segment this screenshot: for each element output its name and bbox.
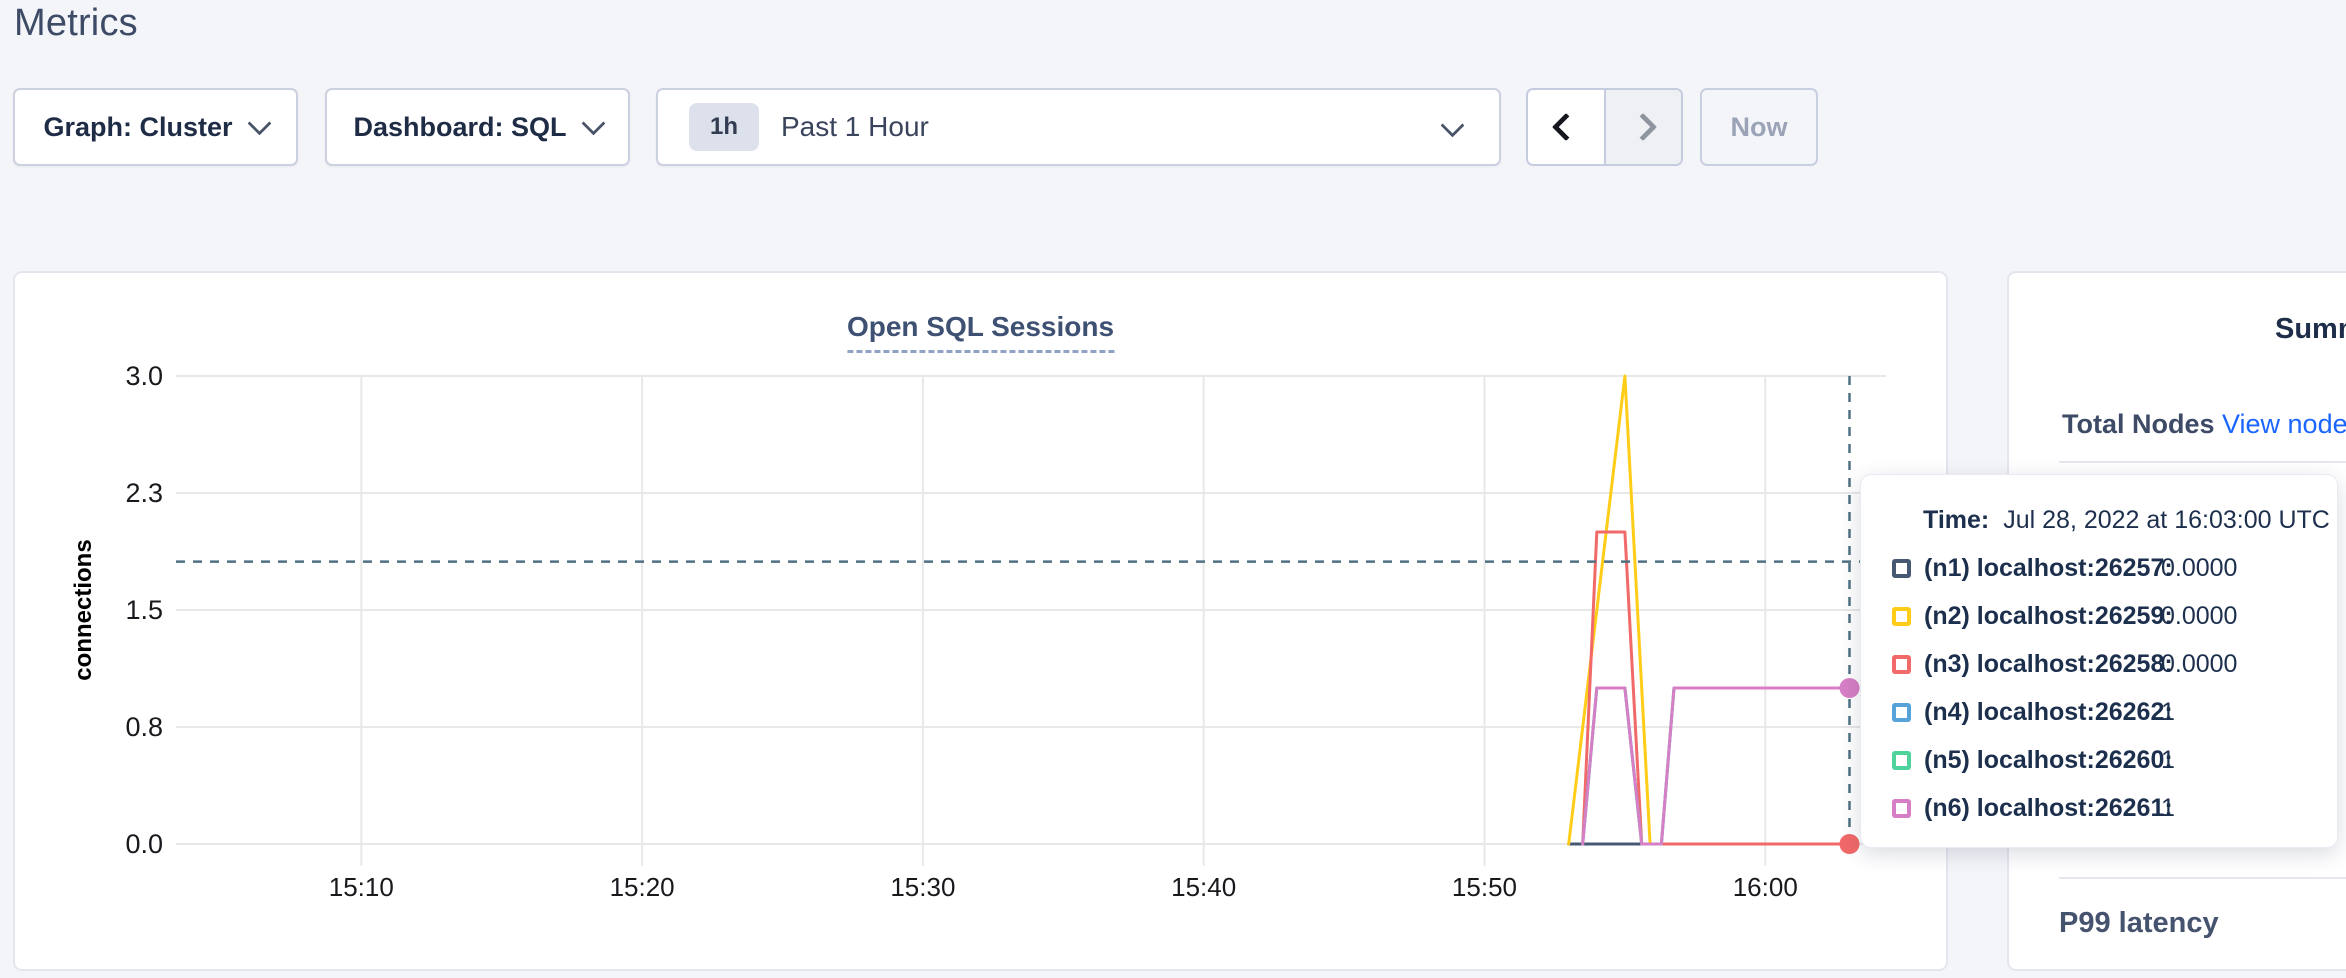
tooltip-series-label: (n2) localhost:26259: (1924, 601, 2173, 630)
time-range-badge: 1h (689, 103, 759, 151)
tooltip-series-value: 0.0000 (2161, 553, 2238, 582)
tooltip-series-value: 0.0000 (2161, 649, 2238, 678)
chevron-down-icon (1440, 112, 1465, 138)
y-axis-tick-label: 3.0 (125, 361, 163, 391)
time-back-button[interactable] (1528, 90, 1604, 164)
time-window-nav (1526, 88, 1683, 166)
tooltip-time-label: Time: (1923, 505, 1990, 534)
tooltip-time-row: Time: Jul 28, 2022 at 16:03:00 UTC (1923, 503, 2337, 537)
y-axis-tick-label: 1.5 (125, 595, 163, 625)
x-axis-tick-label: 15:50 (1452, 872, 1517, 902)
series-line-n4-localhost-26262 (1581, 686, 1860, 846)
series-line-n5-localhost-26260 (1581, 686, 1860, 846)
dashboard-dropdown[interactable]: Dashboard: SQL (325, 88, 630, 166)
open-sql-sessions-chart-card: Open SQL Sessions 15:10 15:20 15:30 15:40 15… (13, 271, 1948, 971)
y-axis-tick-label: 0.0 (125, 829, 163, 859)
y-axis-label: connections (70, 539, 97, 680)
hover-point-dot (1839, 834, 1860, 854)
tooltip-row: (n6) localhost:26261: 1 (1892, 791, 2337, 825)
chart-hover-tooltip: Time: Jul 28, 2022 at 16:03:00 UTC (n1) … (1860, 474, 2338, 848)
graph-scope-dropdown[interactable]: Graph: Cluster (13, 88, 298, 166)
chevron-down-icon (246, 110, 272, 136)
tooltip-series-value: 0.0000 (2161, 601, 2238, 630)
hover-point-dot (1839, 678, 1860, 698)
tooltip-series-label: (n5) localhost:26260: (1924, 745, 2173, 774)
tooltip-series-label: (n3) localhost:26258: (1924, 649, 2173, 678)
series-color-swatch (1892, 750, 1911, 770)
chart-title[interactable]: Open SQL Sessions (846, 311, 1115, 353)
series-color-swatch (1892, 654, 1911, 674)
page-title: Metrics (14, 2, 138, 44)
sidebar-divider (2059, 461, 2346, 463)
tooltip-row: (n3) localhost:26258: 0.0000 (1892, 647, 2337, 681)
series-line-n3-localhost-26258 (1581, 530, 1860, 846)
tooltip-row: (n4) localhost:26262: 1 (1892, 695, 2337, 729)
tooltip-series-rows: (n1) localhost:26257: 0.0000 (n2) localhos… (1892, 551, 2337, 825)
time-range-label: Past 1 Hour (781, 111, 929, 142)
y-axis-tick-label: 2.3 (125, 478, 163, 508)
dashboard-dropdown-label: Dashboard: SQL (353, 111, 567, 142)
p99-latency-label: P99 latency (2059, 907, 2219, 939)
tooltip-row: (n5) localhost:26260: 1 (1892, 743, 2337, 777)
time-range-selector[interactable]: 1h Past 1 Hour (656, 88, 1501, 166)
time-forward-button-disabled[interactable] (1603, 90, 1681, 164)
tooltip-series-label: (n6) localhost:26261: (1924, 793, 2173, 822)
chevron-down-icon (580, 110, 606, 136)
tooltip-series-value: 1 (2161, 697, 2175, 726)
series-color-swatch (1892, 606, 1911, 626)
now-button-disabled[interactable]: Now (1700, 88, 1818, 166)
tooltip-series-label: (n4) localhost:26262: (1924, 697, 2173, 726)
summary-heading: Summary (2275, 313, 2346, 345)
x-axis-tick-label: 16:00 (1733, 872, 1798, 902)
series-line-n6-localhost-26261 (1581, 686, 1860, 846)
y-axis-tick-label: 0.8 (125, 712, 163, 742)
graph-scope-dropdown-label: Graph: Cluster (43, 111, 233, 142)
tooltip-row: (n1) localhost:26257: 0.0000 (1892, 551, 2337, 585)
tooltip-series-value: 1 (2161, 793, 2175, 822)
x-axis-tick-label: 15:10 (329, 872, 394, 902)
tooltip-row: (n2) localhost:26259: 0.0000 (1892, 599, 2337, 633)
tooltip-series-label: (n1) localhost:26257: (1924, 553, 2173, 582)
chevron-right-icon (1629, 112, 1658, 142)
sidebar-divider (2059, 877, 2346, 879)
series-color-swatch (1892, 798, 1911, 818)
tooltip-series-value: 1 (2161, 745, 2175, 774)
x-axis-tick-label: 15:30 (890, 872, 955, 902)
total-nodes-label: Total Nodes (2062, 409, 2215, 439)
series-color-swatch (1892, 558, 1911, 578)
tooltip-time-value: Jul 28, 2022 at 16:03:00 UTC (2003, 505, 2330, 534)
open-sql-sessions-chart[interactable]: 15:10 15:20 15:30 15:40 15:50 16:00 0.0 0.8 1.5 2… (15, 273, 1950, 973)
view-nodes-link[interactable]: View nodes (2222, 409, 2346, 439)
x-axis-tick-label: 15:40 (1171, 872, 1236, 902)
chevron-left-icon (1551, 112, 1580, 142)
series-color-swatch (1892, 702, 1911, 722)
x-axis-tick-label: 15:20 (610, 872, 675, 902)
